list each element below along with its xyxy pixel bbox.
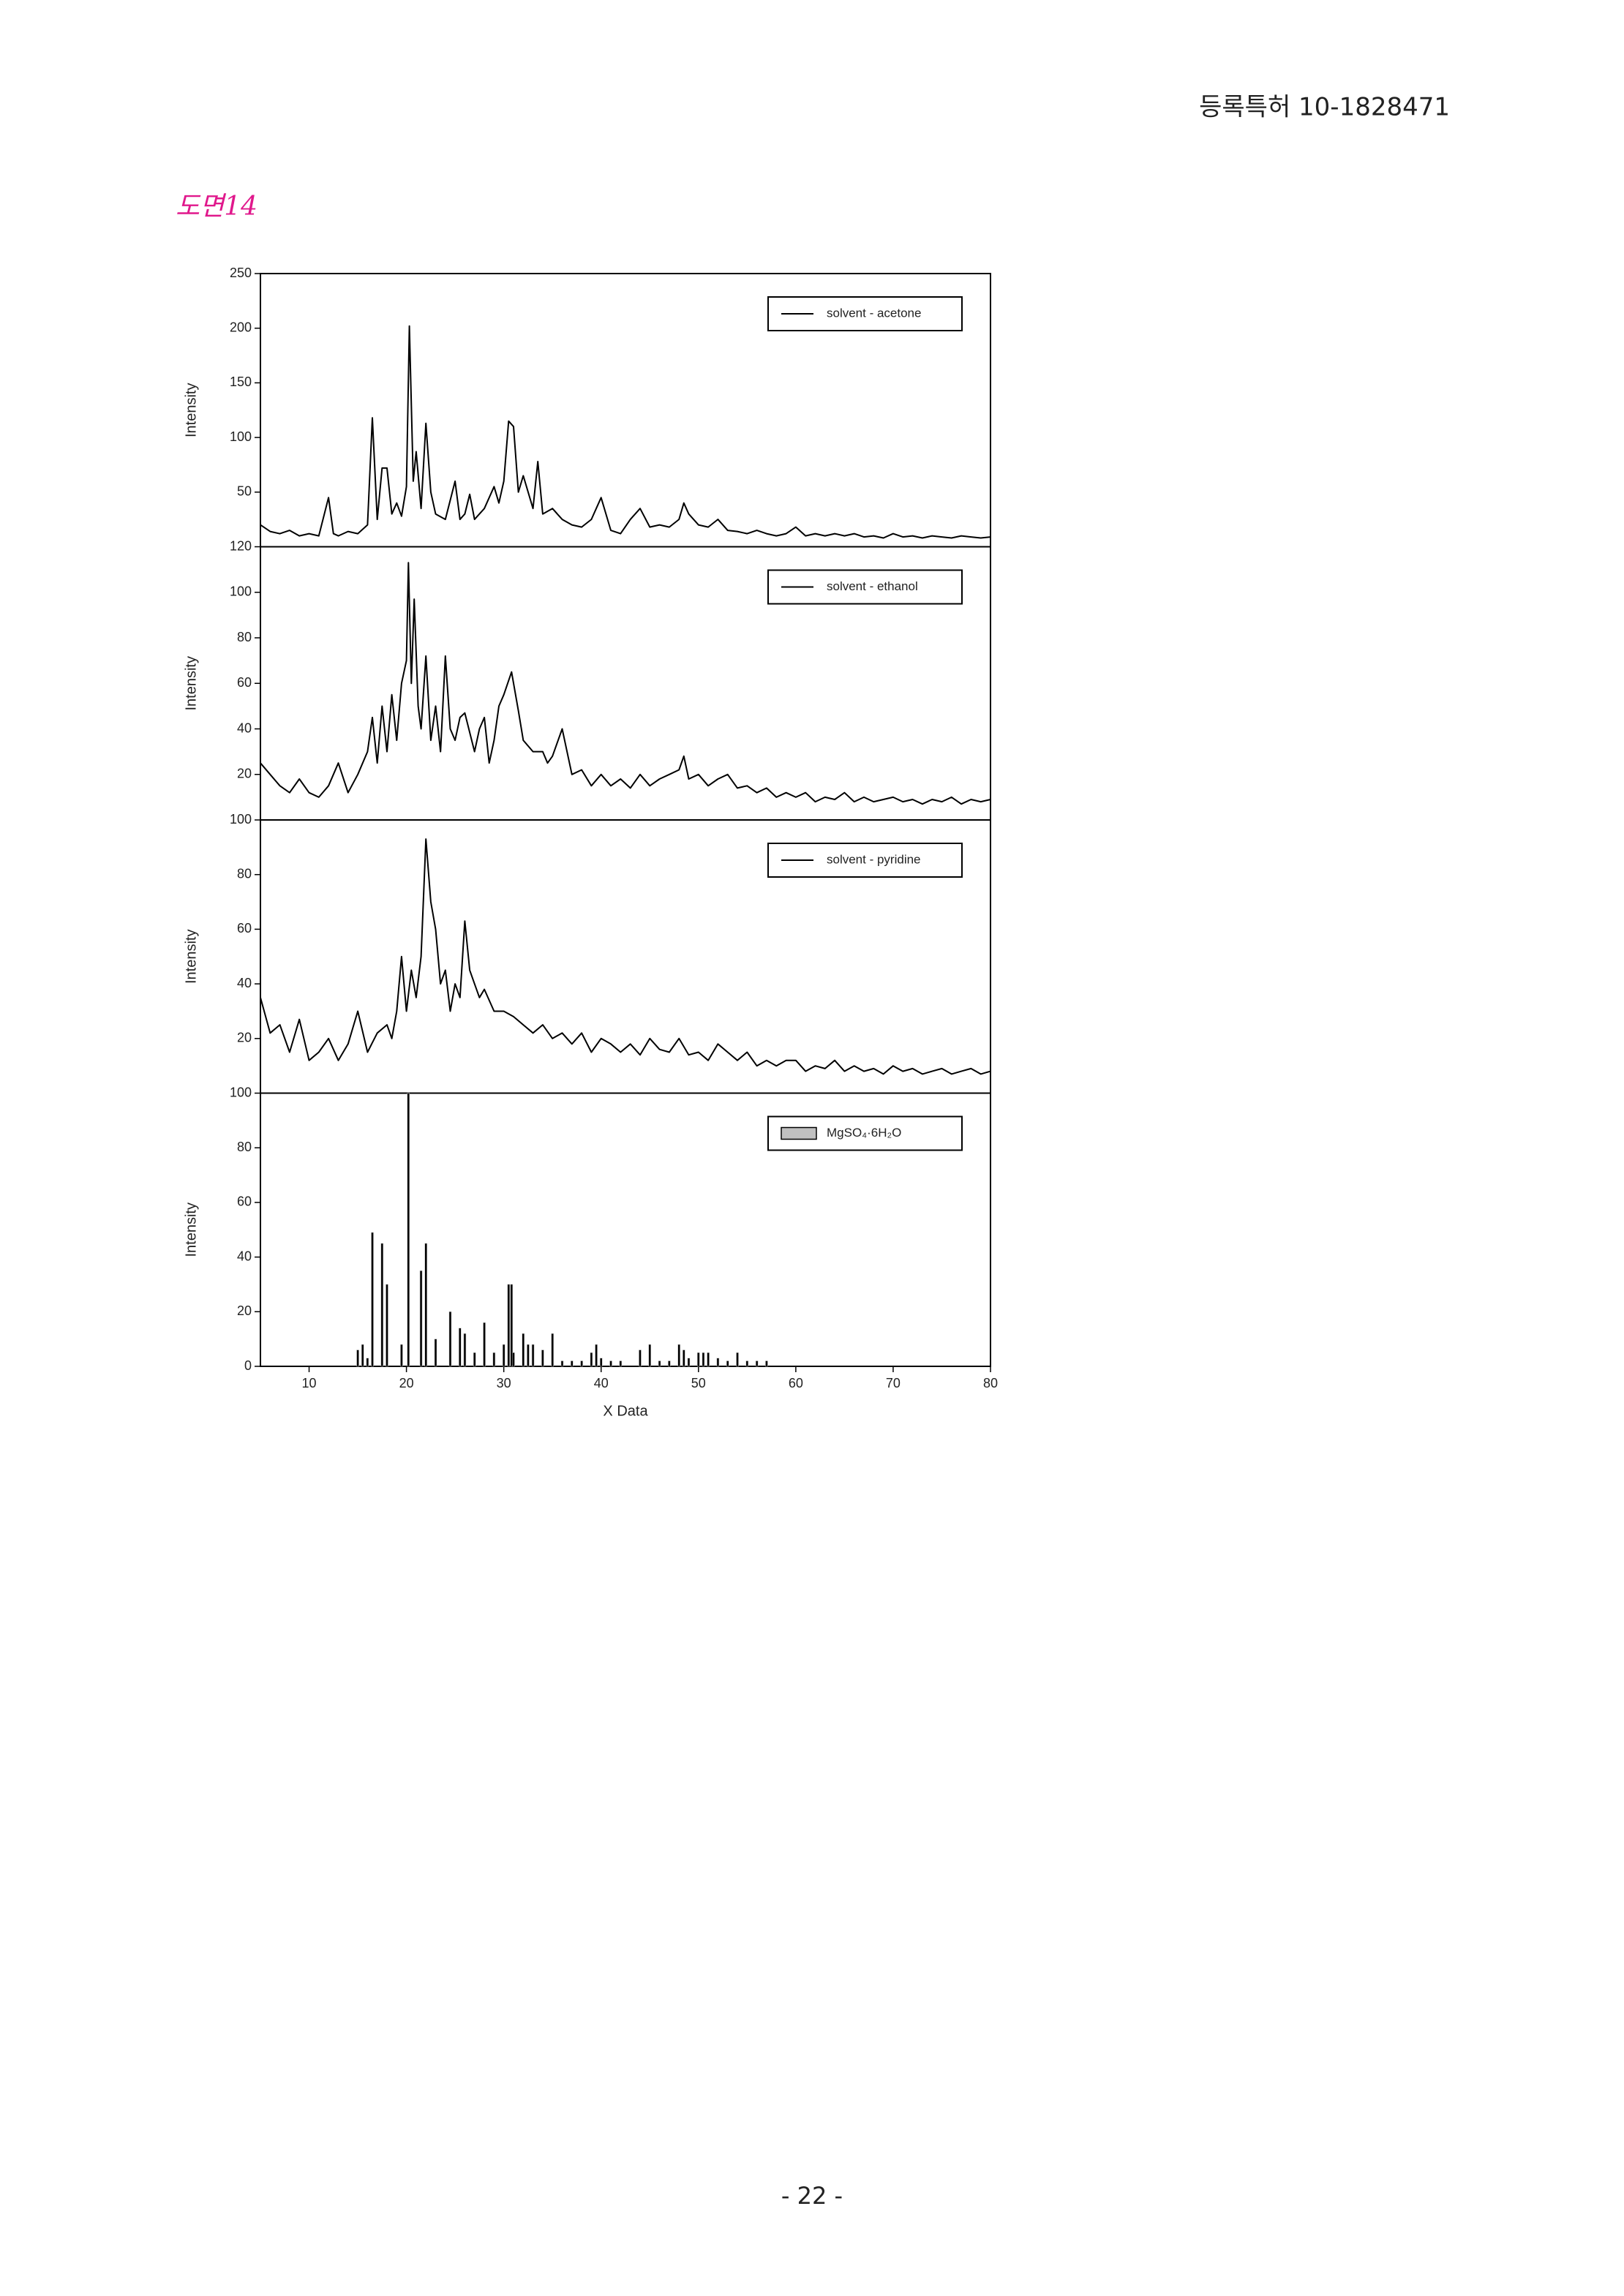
stick-bar [459, 1328, 462, 1367]
stick-bar [599, 1358, 603, 1367]
stick-bar [400, 1344, 403, 1367]
stick-bar [356, 1350, 359, 1367]
x-tick-label: 60 [789, 1376, 803, 1390]
legend-label: solvent - acetone [827, 306, 921, 320]
legend-swatch [781, 1126, 817, 1140]
y-tick-label: 100 [230, 812, 252, 827]
legend-label: MgSO₄·6H₂O [827, 1126, 901, 1140]
stick-bar [366, 1358, 369, 1367]
stick-bar [448, 1311, 452, 1367]
stick-bar [407, 1093, 410, 1367]
stick-bar [609, 1360, 612, 1367]
data-line [260, 562, 991, 805]
stick-bar [512, 1352, 515, 1367]
y-tick-label: 80 [237, 630, 252, 644]
y-tick-label: 20 [237, 1303, 252, 1318]
stick-bar [580, 1360, 583, 1367]
stick-bar [702, 1352, 705, 1367]
y-tick-label: 20 [237, 767, 252, 781]
legend-label: solvent - ethanol [827, 579, 918, 593]
y-tick-label: 200 [230, 320, 252, 334]
stick-bar [716, 1358, 720, 1367]
y-tick-label: 60 [237, 921, 252, 936]
stick-bar [736, 1352, 739, 1367]
y-tick-label: 20 [237, 1031, 252, 1045]
stick-bar [380, 1243, 384, 1367]
stick-bar [473, 1352, 476, 1367]
y-tick-label: 60 [237, 1194, 252, 1209]
y-tick-label: 100 [230, 1085, 252, 1099]
stick-bar [510, 1284, 514, 1367]
stick-bar [648, 1344, 652, 1367]
stick-bar [560, 1360, 564, 1367]
y-axis-label: Intensity [183, 930, 199, 984]
x-tick-label: 70 [886, 1376, 901, 1390]
stick-bar [502, 1344, 505, 1367]
stick-bar [745, 1360, 749, 1367]
stick-bar [571, 1360, 574, 1367]
plot-frame [260, 1092, 991, 1367]
y-tick-label: 0 [244, 1358, 252, 1373]
stick-bar [551, 1333, 554, 1367]
x-tick-label: 40 [594, 1376, 609, 1390]
y-tick-label: 120 [230, 538, 252, 553]
stick-bar [361, 1344, 364, 1367]
stick-bar [697, 1352, 700, 1367]
stick-bar [507, 1284, 511, 1367]
stick-bar [463, 1333, 467, 1367]
legend-label: solvent - pyridine [827, 852, 921, 866]
x-tick-label: 80 [983, 1376, 998, 1390]
y-tick-label: 250 [230, 266, 252, 280]
stick-bar [424, 1243, 427, 1367]
y-tick-label: 80 [237, 866, 252, 881]
stick-bar [619, 1360, 623, 1367]
x-tick-label: 20 [399, 1376, 414, 1390]
y-tick-label: 100 [230, 584, 252, 599]
stick-bar [687, 1358, 691, 1367]
data-line [260, 325, 991, 539]
y-tick-label: 60 [237, 675, 252, 690]
x-tick-label: 10 [302, 1376, 317, 1390]
y-axis-label: Intensity [183, 383, 199, 437]
stick-bar [639, 1350, 642, 1367]
figure-label: 도면14 [176, 192, 257, 222]
stick-bar [541, 1350, 544, 1367]
stick-bar [527, 1344, 530, 1367]
y-tick-label: 40 [237, 976, 252, 990]
stick-bar [590, 1352, 593, 1367]
stick-bar [492, 1352, 496, 1367]
stick-bar [522, 1333, 525, 1367]
stick-bar [531, 1344, 535, 1367]
stick-bar [371, 1232, 374, 1367]
stick-bar [668, 1360, 671, 1367]
header-title: 등록특허 10-1828471 [1199, 93, 1450, 122]
stick-bar [755, 1360, 759, 1367]
y-axis-label: Intensity [183, 1202, 199, 1257]
y-axis-label: Intensity [183, 656, 199, 710]
y-tick-label: 40 [237, 720, 252, 735]
y-tick-label: 40 [237, 1249, 252, 1263]
y-tick-label: 50 [237, 484, 252, 499]
stick-bar [595, 1344, 598, 1367]
stick-bar [658, 1360, 661, 1367]
stick-bar [726, 1360, 729, 1367]
stick-bar [434, 1339, 437, 1367]
y-tick-label: 80 [237, 1140, 252, 1154]
page-number: - 22 - [781, 2182, 843, 2210]
stick-bar [765, 1360, 768, 1367]
legend-box [767, 296, 963, 331]
y-tick-label: 100 [230, 429, 252, 444]
x-axis-label: X Data [603, 1403, 648, 1419]
x-tick-label: 30 [497, 1376, 511, 1390]
stick-bar [386, 1284, 388, 1367]
stick-bar [483, 1322, 486, 1367]
stick-bar [707, 1352, 710, 1367]
x-tick-label: 50 [691, 1376, 706, 1390]
stick-bar [683, 1350, 685, 1367]
stick-bar [677, 1344, 680, 1367]
data-line [260, 838, 991, 1075]
stick-bar [419, 1271, 423, 1367]
y-tick-label: 150 [230, 374, 252, 389]
